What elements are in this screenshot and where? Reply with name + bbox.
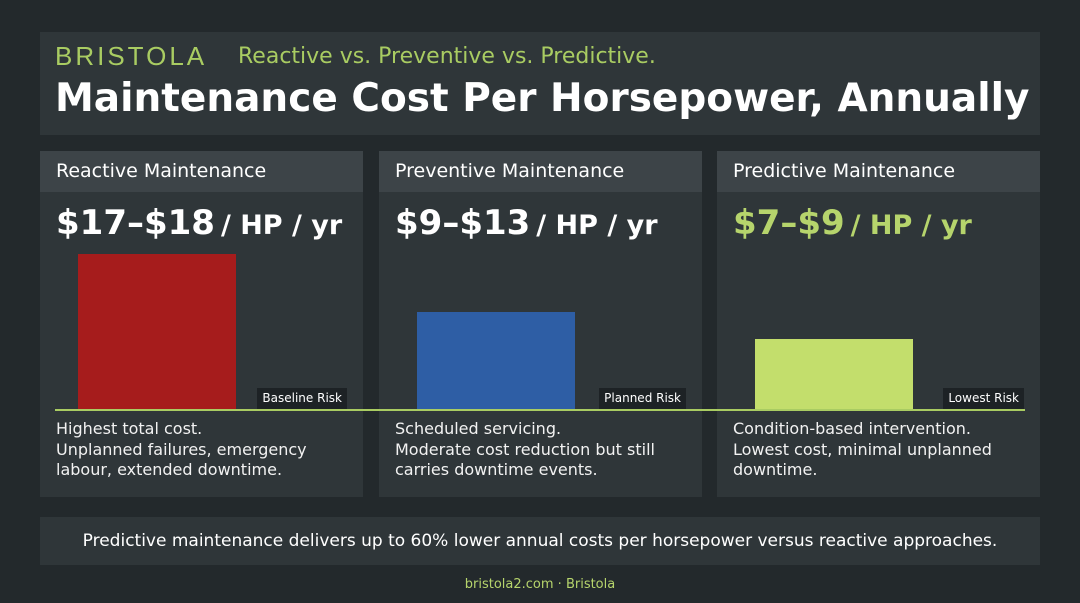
header: BRISTOLA Reactive vs. Preventive vs. Pre… [40,32,1040,135]
bar-preventive [417,312,575,410]
card-header: Preventive Maintenance [379,151,702,192]
brand-logo: BRISTOLA [55,41,208,71]
bar-reactive [78,254,236,410]
price-unit: / HP / yr [536,210,658,241]
description: Scheduled servicing. Moderate cost reduct… [395,419,695,481]
card-predictive: Predictive Maintenance $7–$9/ HP / yr Lowe… [717,151,1040,497]
price-label: $7–$9/ HP / yr [733,203,972,243]
price-label: $9–$13/ HP / yr [395,203,658,243]
price-label: $17–$18/ HP / yr [56,203,342,243]
summary-text: Predictive maintenance delivers up to 60… [82,531,998,551]
description-line: carries downtime events. [395,460,598,479]
price-range: $7–$9 [733,203,845,243]
description: Condition-based intervention. Lowest cost… [733,419,1033,481]
subtitle: Reactive vs. Preventive vs. Predictive. [238,44,656,69]
price-unit: / HP / yr [850,210,972,241]
summary-box: Predictive maintenance delivers up to 60… [40,517,1040,565]
description-line: Lowest cost, minimal unplanned [733,439,992,459]
card-header: Predictive Maintenance [717,151,1040,192]
price-range: $17–$18 [56,203,215,243]
description-line: Condition-based intervention. [733,419,971,438]
description-line: Moderate cost reduction but still [395,439,655,459]
description: Highest total cost. Unplanned failures, e… [56,419,356,481]
footer-credit: bristola2.com · Bristola [464,577,616,592]
card-reactive: Reactive Maintenance $17–$18/ HP / yr Base… [40,151,363,497]
chart-baseline [55,409,1025,411]
card-header: Reactive Maintenance [40,151,363,192]
description-line: downtime. [733,460,818,479]
risk-badge: Planned Risk [599,388,686,409]
description-line: Unplanned failures, emergency [56,439,307,459]
risk-badge: Baseline Risk [257,388,347,409]
price-unit: / HP / yr [220,210,343,241]
description-line: Scheduled servicing. [395,419,562,438]
description-line: labour, extended downtime. [56,460,283,479]
price-range: $9–$13 [395,203,531,243]
page-title: Maintenance Cost Per Horsepower, Annuall… [55,76,1030,121]
category-label: Preventive Maintenance [395,160,625,182]
card-preventive: Preventive Maintenance $9–$13/ HP / yr Pla… [379,151,702,497]
risk-badge: Lowest Risk [943,388,1024,409]
category-label: Reactive Maintenance [56,160,267,182]
category-label: Predictive Maintenance [733,160,956,182]
bar-predictive [755,339,913,410]
description-line: Highest total cost. [56,419,203,438]
